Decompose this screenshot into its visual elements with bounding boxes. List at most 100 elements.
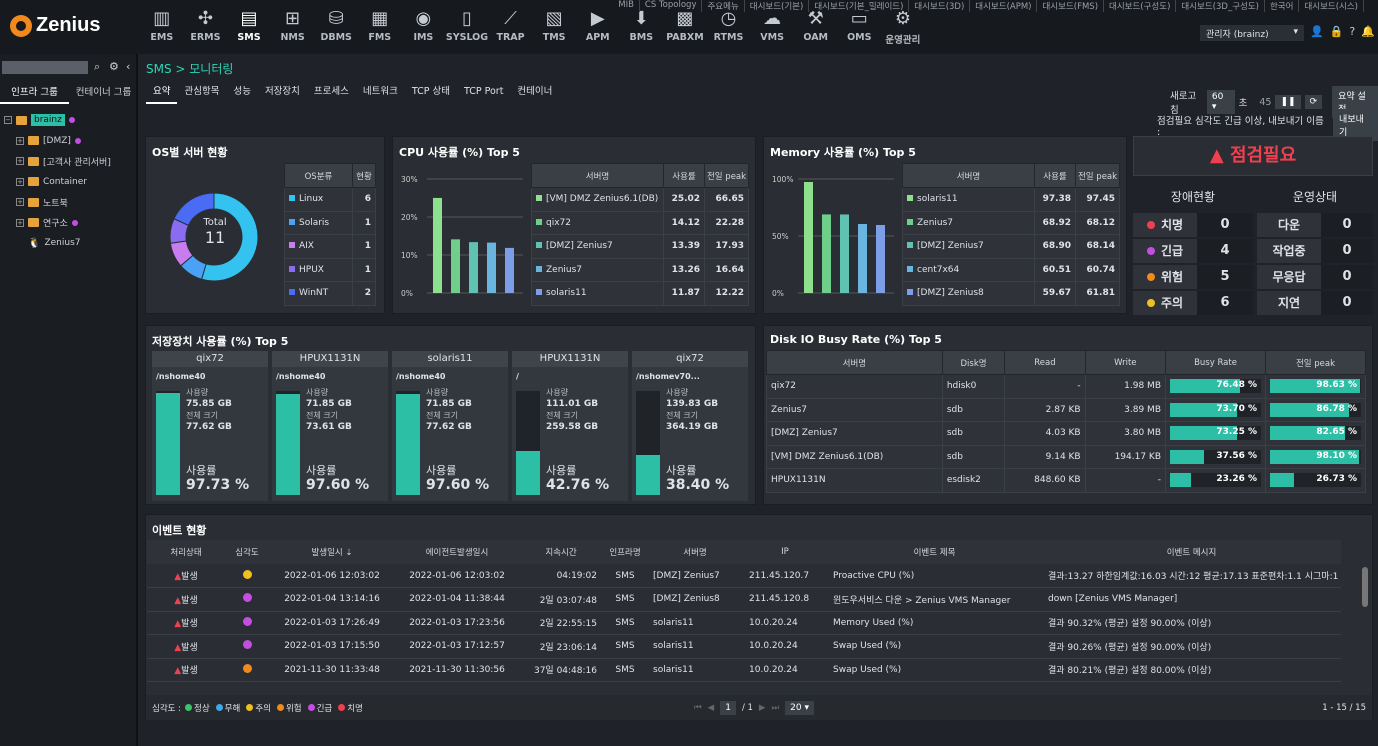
module-ims[interactable]: ◉ IMS xyxy=(402,6,446,46)
tree-node[interactable]: − brainz xyxy=(4,110,111,131)
collapse-icon[interactable]: ‹ xyxy=(126,60,131,73)
column-header[interactable]: 이벤트 제목 xyxy=(827,540,1042,564)
table-row[interactable]: HPUX 1 xyxy=(284,257,377,282)
column-header[interactable]: 서버명 xyxy=(531,163,664,188)
table-row[interactable]: HPUX1131N esdisk2 848.60 KB - 23.26 % 26.73 % xyxy=(766,468,1366,493)
tab[interactable]: 요약 xyxy=(146,86,178,104)
events-scrollbar[interactable] xyxy=(1362,567,1368,607)
status-row[interactable]: 무응답 0 xyxy=(1257,264,1373,289)
module-tms[interactable]: ▧ TMS xyxy=(532,6,576,46)
donut-slice-linux[interactable] xyxy=(200,192,259,282)
column-header[interactable]: 처리상태 xyxy=(147,540,225,564)
tree-node[interactable]: + Container xyxy=(4,172,111,193)
column-header[interactable]: 서버명 xyxy=(766,350,943,375)
last-page-icon[interactable]: ⏭ xyxy=(771,702,780,713)
storage-card[interactable]: qix72/nshomev70... 사용량 139.83 GB 전체 크기 364.1… xyxy=(632,351,748,501)
event-row[interactable]: ▲발생 2022-01-04 13:14:16 2022-01-04 11:38:4… xyxy=(147,587,1341,612)
tree-node[interactable]: + [DMZ] xyxy=(4,131,111,152)
severity-legend-item[interactable]: 주의 xyxy=(246,702,271,714)
tree-node[interactable]: 🐧 Zenius7 xyxy=(4,233,111,254)
table-row[interactable]: [VM] DMZ Zenius6.1(DB) sdb 9.14 KB 194.17 K… xyxy=(766,444,1366,469)
bar-0[interactable] xyxy=(433,197,442,293)
status-row[interactable]: 지연 0 xyxy=(1257,290,1373,315)
top-link[interactable]: 대시보드(시스) xyxy=(1299,0,1364,12)
event-row[interactable]: ▲발생 2021-11-30 11:33:48 2021-11-30 11:30:5… xyxy=(147,658,1341,682)
tree-node[interactable]: + 노트북 xyxy=(4,192,111,213)
module-trap[interactable]: ⟋ TRAP xyxy=(489,6,533,46)
status-row[interactable]: 작업중 0 xyxy=(1257,238,1373,263)
module-oms[interactable]: ▭ OMS xyxy=(838,6,882,46)
module-pabxm[interactable]: ▩ PABXM xyxy=(663,6,707,46)
event-row[interactable]: ▲발생 2022-01-03 17:15:50 2022-01-03 17:12:5… xyxy=(147,634,1341,659)
table-row[interactable]: Solaris 1 xyxy=(284,210,377,235)
event-row[interactable]: ▲발생 2022-01-03 17:26:49 2022-01-03 17:23:5… xyxy=(147,611,1341,635)
table-row[interactable]: Zenius7 13.26 16.64 xyxy=(531,257,749,282)
column-header[interactable]: 사용률 xyxy=(662,163,706,188)
column-header[interactable]: 사용률 xyxy=(1033,163,1077,188)
status-row[interactable]: 치명 0 xyxy=(1133,212,1253,237)
module-ems[interactable]: ▥ EMS xyxy=(140,6,184,46)
bar-1[interactable] xyxy=(451,239,460,293)
top-link[interactable]: 대시보드(3D_구성도) xyxy=(1176,0,1265,12)
sidebar-tab[interactable]: 인프라 그룹 xyxy=(0,84,69,104)
bar-3[interactable] xyxy=(487,242,496,293)
module-erms[interactable]: ✣ ERMS xyxy=(184,6,228,46)
per-page-select[interactable]: 20 ▾ xyxy=(785,700,814,715)
search-icon[interactable]: ⌕ xyxy=(94,60,101,73)
severity-legend-item[interactable]: 긴급 xyxy=(307,702,332,714)
tab[interactable]: 저장장치 xyxy=(264,86,300,97)
storage-card[interactable]: solaris11/nshome40 사용량 71.85 GB 전체 크기 77.62 … xyxy=(392,351,508,501)
status-row[interactable]: 위험 5 xyxy=(1133,264,1253,289)
module-nms[interactable]: ⊞ NMS xyxy=(271,6,315,46)
column-header[interactable]: 전일 peak xyxy=(1265,350,1366,375)
event-row[interactable]: ▲발생 2022-01-06 12:03:02 2022-01-06 12:03:0… xyxy=(147,564,1341,588)
tab[interactable]: 컨테이너 xyxy=(517,86,553,97)
user-icon[interactable]: 👤 xyxy=(1310,25,1324,38)
module-rtms[interactable]: ◷ RTMS xyxy=(707,6,751,46)
alert-banner[interactable]: ▲ 점검필요 xyxy=(1133,136,1373,176)
table-row[interactable]: [DMZ] Zenius7 sdb 4.03 KB 3.80 MB 73.25 % 82.… xyxy=(766,421,1366,446)
table-row[interactable]: qix72 hdisk0-1.98 MB 76.48 % 98.63 % xyxy=(766,374,1366,399)
next-page-icon[interactable]: ▶ xyxy=(758,702,766,713)
top-link[interactable]: 대시보드(기본_밀레이드) xyxy=(809,0,910,12)
table-row[interactable]: qix72 14.12 22.28 xyxy=(531,210,749,235)
expand-icon[interactable]: + xyxy=(16,198,24,207)
column-header[interactable]: 전일 peak xyxy=(704,163,749,188)
column-header[interactable]: Read xyxy=(1004,350,1086,375)
table-row[interactable]: solaris11 11.87 12.22 xyxy=(531,281,749,306)
column-header[interactable]: 서버명 xyxy=(647,540,743,564)
tab[interactable]: 성능 xyxy=(233,86,251,97)
tab[interactable]: 관심항목 xyxy=(184,86,220,97)
top-link[interactable]: CS Topology xyxy=(640,0,703,12)
donut-slice-winnt[interactable] xyxy=(173,192,215,227)
column-header[interactable]: Write xyxy=(1084,350,1167,375)
sidebar-tab[interactable]: 컨테이너 그룹 xyxy=(75,87,132,98)
column-header[interactable]: IP xyxy=(743,540,827,564)
storage-card[interactable]: HPUX1131N / 사용량 111.01 GB 전체 크기 259.58 GB 사용률 4… xyxy=(512,351,628,501)
module-oam[interactable]: ⚒ OAM xyxy=(794,6,838,46)
severity-legend-item[interactable]: 치명 xyxy=(338,702,363,714)
tree-node[interactable]: + [고객사 관리서버] xyxy=(4,151,111,172)
tab[interactable]: TCP 상태 xyxy=(411,86,450,97)
expand-icon[interactable]: + xyxy=(16,136,24,145)
table-row[interactable]: Linux 6 xyxy=(284,187,377,212)
module-syslog[interactable]: ▯ SYSLOG xyxy=(445,6,489,46)
module-운영관리[interactable]: ⚙ 운영관리 xyxy=(881,6,925,46)
top-link[interactable]: 대시보드(FMS) xyxy=(1037,0,1105,12)
column-header[interactable]: Busy Rate xyxy=(1165,350,1266,375)
refresh-icon[interactable]: ⟳ xyxy=(1304,95,1323,109)
module-apm[interactable]: ▶ APM xyxy=(576,6,620,46)
top-link[interactable]: 대시보드(3D) xyxy=(909,0,971,12)
severity-legend-item[interactable]: 정상 xyxy=(185,702,210,714)
tab[interactable]: 네트워크 xyxy=(362,86,398,97)
export-button[interactable]: 내보내기 xyxy=(1333,109,1378,141)
gear-icon[interactable]: ⚙ xyxy=(109,60,119,73)
pause-button[interactable]: ❚❚ xyxy=(1275,95,1301,109)
table-row[interactable]: [DMZ] Zenius7 68.90 68.14 xyxy=(902,234,1120,259)
expand-icon[interactable]: + xyxy=(16,157,24,166)
column-header[interactable]: Disk명 xyxy=(941,350,1006,375)
bar-3[interactable] xyxy=(858,224,867,293)
tab[interactable]: TCP Port xyxy=(463,86,504,97)
column-header[interactable]: 발생일시 ⇣ xyxy=(269,540,395,564)
first-page-icon[interactable]: ⏮ xyxy=(694,702,702,713)
